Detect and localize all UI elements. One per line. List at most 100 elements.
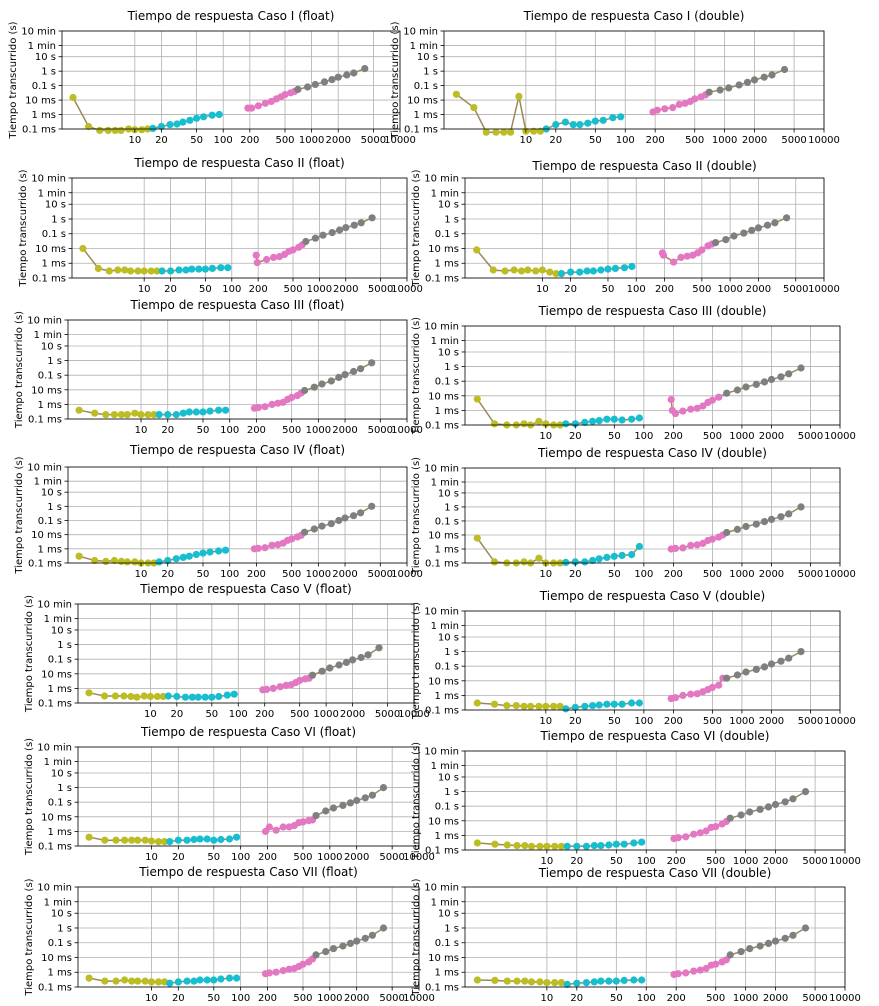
- data-point: [527, 842, 536, 850]
- y-tick-label: 1 ms: [38, 544, 63, 555]
- y-tick-label: 1 min: [34, 477, 62, 488]
- y-tick-label: 0.1 ms: [28, 559, 62, 570]
- data-point: [610, 415, 618, 423]
- data-point: [723, 389, 731, 397]
- x-tick-label: 50: [190, 135, 203, 146]
- data-point: [146, 692, 154, 701]
- data-point: [254, 404, 262, 412]
- data-point: [248, 104, 256, 112]
- data-point: [199, 549, 207, 557]
- data-point: [557, 842, 566, 850]
- data-point: [760, 378, 769, 386]
- y-tick-label: 0.1 s: [435, 377, 459, 388]
- x-tick-label: 10: [128, 135, 141, 146]
- data-point: [196, 976, 204, 984]
- y-tick-label: 0.1 ms: [38, 842, 72, 853]
- data-point: [635, 699, 644, 707]
- data-point: [760, 663, 769, 671]
- data-point: [556, 702, 564, 710]
- x-tick-label: 100: [220, 569, 239, 580]
- y-tick-label: 10 min: [424, 322, 459, 333]
- data-point: [299, 818, 307, 826]
- data-point: [272, 968, 280, 976]
- data-point: [723, 674, 731, 682]
- data-point: [368, 931, 376, 939]
- y-axis-label: Tiempo transcurrido (s): [390, 21, 401, 139]
- data-point: [357, 653, 365, 662]
- data-point: [733, 525, 742, 534]
- y-tick-label: 1 ms: [38, 400, 63, 411]
- data-point: [767, 375, 776, 384]
- data-point: [670, 258, 678, 266]
- y-tick-label: 1 min: [28, 41, 56, 52]
- x-tick-label: 2000: [325, 135, 350, 146]
- x-tick-label: 10: [541, 856, 554, 867]
- x-tick-label: 10: [135, 569, 148, 580]
- data-point: [597, 977, 605, 985]
- x-tick-label: 10: [145, 852, 158, 863]
- data-point: [179, 553, 187, 562]
- x-tick-label: 100: [637, 993, 656, 1004]
- data-point: [193, 114, 201, 122]
- y-tick-label: 1 ms: [435, 406, 460, 417]
- data-point: [270, 253, 278, 261]
- series-line-2: [567, 979, 642, 986]
- data-point: [102, 557, 110, 566]
- data-point: [147, 837, 156, 845]
- x-tick-label: 5000: [375, 709, 400, 720]
- data-point: [693, 690, 701, 698]
- data-point: [726, 814, 734, 822]
- axes-frame: [61, 30, 401, 130]
- data-point: [777, 373, 785, 381]
- data-point: [733, 386, 742, 394]
- data-point: [671, 410, 680, 418]
- data-point: [346, 939, 354, 948]
- data-point: [742, 383, 750, 391]
- data-point: [91, 556, 99, 565]
- series-line-1: [72, 97, 148, 132]
- data-point: [679, 691, 687, 700]
- x-tick-label: 10: [539, 716, 552, 727]
- axes-frame: [464, 325, 841, 426]
- y-tick-label: 0.1 s: [48, 798, 72, 809]
- data-point: [210, 836, 218, 844]
- axes-frame: [77, 603, 415, 704]
- y-tick-label: 10 s: [45, 200, 66, 211]
- x-tick-label: 1000: [317, 852, 342, 863]
- data-point: [194, 693, 202, 701]
- data-point: [192, 550, 200, 559]
- x-tick-label: 5000: [802, 993, 827, 1004]
- data-point: [144, 411, 152, 419]
- data-point: [581, 702, 589, 710]
- x-tick-label: 10000: [808, 284, 840, 295]
- y-tick-label: 10 min: [37, 600, 72, 611]
- data-point: [203, 835, 211, 843]
- data-point: [102, 411, 110, 419]
- data-point: [677, 253, 685, 261]
- data-point: [797, 364, 805, 372]
- data-point: [121, 266, 129, 274]
- series-line-2: [565, 417, 640, 425]
- data-point: [261, 544, 269, 552]
- data-point: [789, 795, 797, 803]
- x-tick-label: 10000: [391, 569, 423, 580]
- data-point: [183, 977, 191, 985]
- data-point: [473, 839, 481, 847]
- y-axis-label: Tiempo transcurrido (s): [24, 595, 35, 713]
- data-point: [743, 78, 752, 86]
- x-tick-label: 200: [664, 569, 683, 580]
- x-tick-label: 200: [258, 852, 277, 863]
- x-tick-label: 200: [664, 716, 683, 727]
- data-point: [550, 702, 558, 710]
- data-point: [603, 415, 611, 423]
- data-point: [785, 510, 793, 518]
- y-tick-label: 1 min: [410, 41, 438, 52]
- data-point: [224, 264, 232, 272]
- x-tick-label: 10000: [403, 993, 435, 1004]
- data-point: [120, 692, 128, 700]
- data-point: [674, 834, 682, 842]
- data-point: [667, 396, 675, 404]
- data-point: [503, 702, 511, 710]
